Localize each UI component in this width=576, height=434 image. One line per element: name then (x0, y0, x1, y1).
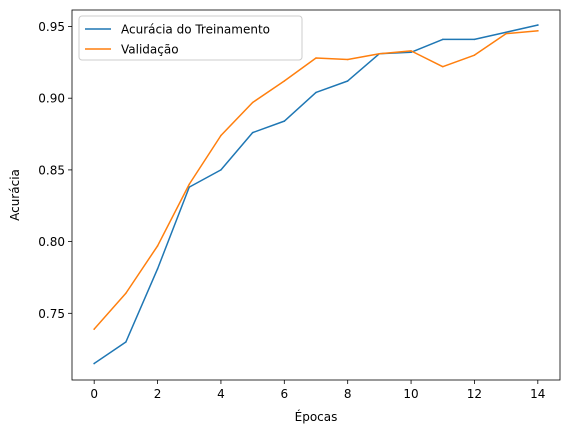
y-axis-label: Acurácia (8, 169, 22, 221)
series-1-point (315, 91, 317, 94)
series-2-point (125, 292, 127, 294)
y-axis: 0.75 0.80 0.85 0.90 0.95 (38, 20, 72, 321)
series-line-1 (93, 24, 539, 365)
x-tick-label: 14 (530, 387, 545, 401)
series-1-point (442, 38, 444, 41)
series-2-point (188, 183, 190, 185)
series-2-point (93, 328, 95, 330)
x-axis: 0 2 4 6 8 10 12 14 (90, 380, 545, 401)
series-1-point (473, 38, 476, 41)
x-tick-label: 2 (154, 387, 162, 401)
series-2-point (473, 54, 476, 56)
y-tick-label: 0.85 (38, 163, 65, 177)
legend-label-2: Validação (121, 43, 179, 57)
series-1-point (220, 169, 222, 171)
x-tick-label: 8 (344, 387, 352, 401)
y-tick-label: 0.90 (38, 92, 65, 106)
x-tick-label: 4 (217, 387, 225, 401)
y-tick-label: 0.75 (38, 307, 65, 321)
series-1-point (156, 268, 159, 270)
x-axis-label: Épocas (295, 409, 338, 424)
series-2-point (505, 32, 507, 35)
series-line-2 (93, 29, 539, 331)
x-tick-label: 0 (90, 387, 98, 401)
series-1-point (410, 51, 412, 54)
plot-lines (93, 24, 539, 365)
legend-box (78, 15, 303, 61)
series-2-point (220, 134, 222, 137)
series-1-point (188, 186, 190, 188)
series-1-point (125, 341, 127, 343)
series-2-point (378, 52, 381, 55)
series-2-point (251, 101, 254, 104)
y-tick-label: 0.95 (38, 20, 65, 34)
series-1-point (346, 80, 349, 82)
y-tick-label: 0.80 (38, 235, 65, 249)
series-2-point (283, 80, 286, 82)
series-1-point (537, 24, 539, 26)
series-1-point (505, 31, 507, 33)
series-2-point (315, 57, 317, 59)
series-2-point (156, 245, 159, 247)
legend: Acurácia do Treinamento Validação (78, 15, 303, 61)
series-2-point (410, 50, 412, 52)
plot-frame (71, 9, 561, 381)
x-tick-label: 10 (403, 387, 418, 401)
series-1-point (93, 362, 95, 365)
series-2-point (346, 58, 349, 61)
x-tick-label: 6 (280, 387, 288, 401)
legend-label-1: Acurácia do Treinamento (121, 23, 270, 37)
series-1-point (283, 120, 286, 122)
x-tick-label: 12 (467, 387, 482, 401)
series-2-point (537, 30, 539, 32)
series-1-point (251, 131, 254, 134)
series-2-point (442, 65, 444, 68)
